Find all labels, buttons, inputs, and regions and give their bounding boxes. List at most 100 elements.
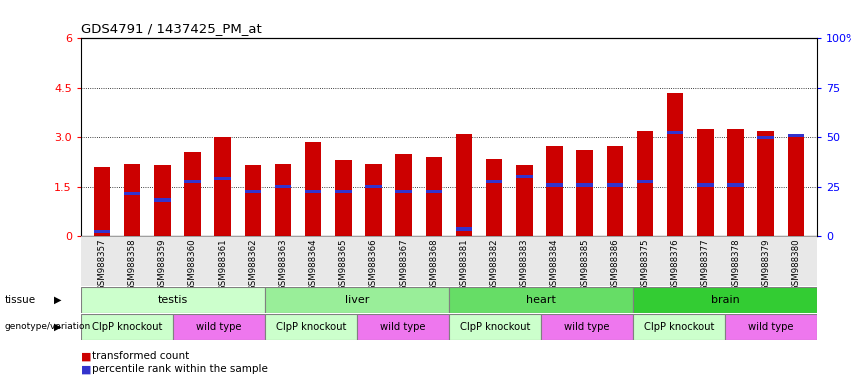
Text: GSM988381: GSM988381 <box>460 239 469 291</box>
Bar <box>365 185 382 189</box>
Bar <box>154 198 170 202</box>
Text: ClpP knockout: ClpP knockout <box>276 322 346 332</box>
Bar <box>357 314 448 340</box>
Text: GSM988384: GSM988384 <box>550 239 559 291</box>
Bar <box>516 165 533 236</box>
Text: wild type: wild type <box>564 322 609 332</box>
Bar <box>633 287 817 313</box>
Text: percentile rank within the sample: percentile rank within the sample <box>92 364 268 374</box>
Bar <box>244 190 261 193</box>
Text: GSM988363: GSM988363 <box>278 239 288 291</box>
Text: GSM988366: GSM988366 <box>369 239 378 291</box>
Text: ■: ■ <box>81 364 91 374</box>
Bar <box>486 180 502 184</box>
Bar <box>275 164 291 236</box>
Bar <box>757 136 774 139</box>
Text: brain: brain <box>711 295 740 305</box>
Text: ■: ■ <box>81 351 91 361</box>
Bar <box>667 93 683 236</box>
Text: GSM988379: GSM988379 <box>761 239 770 291</box>
Bar <box>541 314 633 340</box>
Text: GSM988368: GSM988368 <box>429 239 438 291</box>
Bar <box>305 142 322 236</box>
Bar <box>265 314 357 340</box>
Text: GSM988364: GSM988364 <box>309 239 317 291</box>
Bar <box>576 151 593 236</box>
Bar <box>757 131 774 236</box>
Text: GSM988385: GSM988385 <box>580 239 589 291</box>
Text: heart: heart <box>526 295 556 305</box>
Bar <box>455 227 472 230</box>
Bar <box>173 314 265 340</box>
Bar <box>607 184 623 187</box>
Bar <box>94 230 111 233</box>
Text: GSM988357: GSM988357 <box>98 239 106 291</box>
Text: GSM988382: GSM988382 <box>489 239 499 291</box>
Text: transformed count: transformed count <box>92 351 189 361</box>
Bar <box>546 184 563 187</box>
Text: GSM988377: GSM988377 <box>701 239 710 291</box>
Text: tissue: tissue <box>4 295 36 305</box>
Bar <box>516 175 533 179</box>
Text: GDS4791 / 1437425_PM_at: GDS4791 / 1437425_PM_at <box>81 22 261 35</box>
Text: GSM988378: GSM988378 <box>731 239 740 291</box>
Bar <box>637 180 654 184</box>
Bar <box>275 185 291 189</box>
Bar <box>396 190 412 193</box>
Bar <box>94 167 111 236</box>
Text: testis: testis <box>157 295 188 305</box>
Text: ClpP knockout: ClpP knockout <box>643 322 714 332</box>
Bar <box>486 159 502 236</box>
Bar <box>546 146 563 236</box>
Bar <box>637 131 654 236</box>
Bar <box>124 164 140 236</box>
Bar <box>81 314 173 340</box>
Bar <box>728 184 744 187</box>
Bar <box>265 287 448 313</box>
Bar <box>787 134 804 236</box>
Bar <box>335 190 351 193</box>
Text: GSM988380: GSM988380 <box>791 239 800 291</box>
Text: GSM988361: GSM988361 <box>218 239 227 291</box>
Text: GSM988367: GSM988367 <box>399 239 408 291</box>
Text: GSM988365: GSM988365 <box>339 239 348 291</box>
Text: GSM988386: GSM988386 <box>610 239 620 291</box>
Bar <box>728 129 744 236</box>
Bar <box>335 161 351 236</box>
Text: GSM988362: GSM988362 <box>248 239 257 291</box>
Bar <box>81 287 265 313</box>
Bar <box>305 190 322 193</box>
Text: GSM988360: GSM988360 <box>188 239 197 291</box>
Bar <box>576 184 593 187</box>
Bar <box>426 157 443 236</box>
Bar <box>365 164 382 236</box>
Text: ▶: ▶ <box>54 295 61 305</box>
Text: wild type: wild type <box>380 322 426 332</box>
Bar <box>667 131 683 134</box>
Text: GSM988359: GSM988359 <box>157 239 167 291</box>
Text: wild type: wild type <box>748 322 794 332</box>
Text: ClpP knockout: ClpP knockout <box>92 322 162 332</box>
Bar <box>124 192 140 195</box>
Text: ClpP knockout: ClpP knockout <box>460 322 530 332</box>
Text: ▶: ▶ <box>54 322 61 332</box>
Text: GSM988383: GSM988383 <box>520 239 528 291</box>
Bar <box>184 180 201 184</box>
Bar <box>154 165 170 236</box>
Bar <box>448 314 541 340</box>
Text: liver: liver <box>345 295 369 305</box>
Text: wild type: wild type <box>196 322 242 332</box>
Bar <box>426 190 443 193</box>
Bar <box>697 129 714 236</box>
Bar <box>787 134 804 137</box>
Bar <box>633 314 725 340</box>
Bar <box>184 152 201 236</box>
Bar <box>448 287 633 313</box>
Bar <box>455 134 472 236</box>
Bar <box>725 314 817 340</box>
Bar <box>697 184 714 187</box>
Bar <box>607 146 623 236</box>
Bar <box>396 154 412 236</box>
Text: genotype/variation: genotype/variation <box>4 322 90 331</box>
Text: GSM988358: GSM988358 <box>128 239 137 291</box>
